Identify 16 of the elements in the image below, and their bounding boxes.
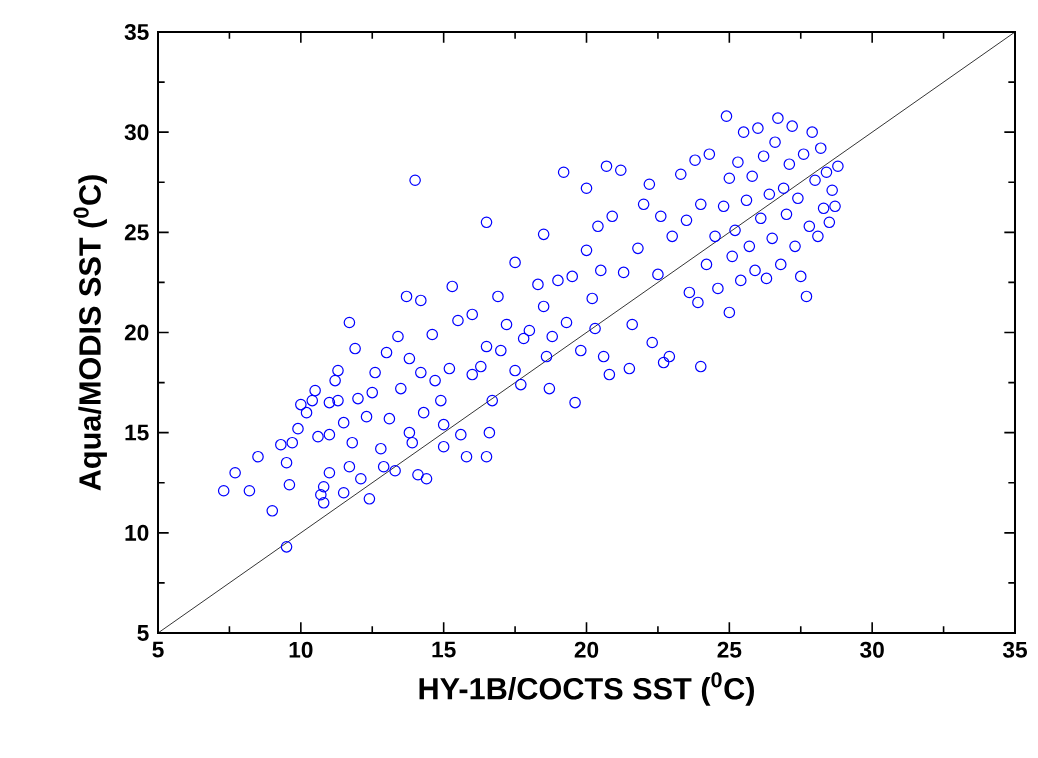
y-tick-label: 30 bbox=[124, 124, 149, 141]
x-tick-label: 30 bbox=[860, 641, 884, 658]
y-tick-label: 25 bbox=[124, 224, 149, 241]
x-tick-label: 15 bbox=[432, 641, 456, 658]
y-tick-label: 15 bbox=[125, 424, 149, 441]
y-tick-label: 5 bbox=[137, 625, 149, 641]
x-tick-label: 20 bbox=[574, 641, 599, 658]
x-tick-label: 35 bbox=[1002, 641, 1027, 658]
y-tick-label: 10 bbox=[125, 524, 149, 541]
y-axis-title: Aqua/MODIS SST ($^{0}$C) bbox=[73, 175, 107, 491]
x-tick-label: 25 bbox=[717, 641, 742, 658]
x-axis-title: HY-1B/COCTS SST ($^{0}$C) bbox=[419, 672, 754, 706]
x-tick-label: 10 bbox=[289, 641, 313, 658]
y-tick-label: 35 bbox=[124, 23, 149, 41]
y-tick-label: 20 bbox=[124, 324, 149, 341]
x-tick-label: 5 bbox=[152, 641, 164, 658]
